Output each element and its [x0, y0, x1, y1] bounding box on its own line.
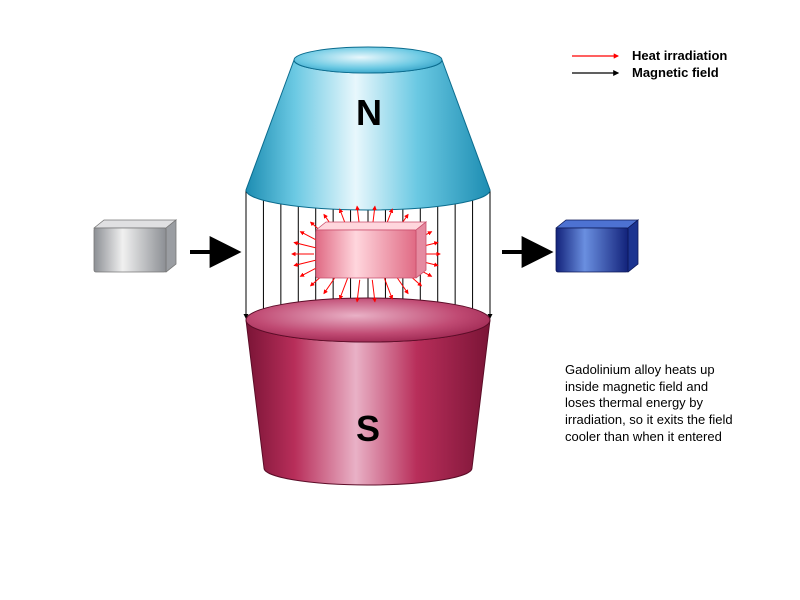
caption-text: Gadolinium alloy heats up inside magneti… — [565, 362, 735, 445]
legend: Heat irradiation Magnetic field — [570, 48, 727, 82]
heat-arrow-icon — [570, 51, 624, 61]
south-magnet — [246, 298, 490, 485]
left-alloy-block — [94, 220, 176, 272]
center-alloy-block — [316, 222, 426, 278]
legend-heat-row: Heat irradiation — [570, 48, 727, 63]
legend-magnetic-row: Magnetic field — [570, 65, 727, 80]
legend-heat-label: Heat irradiation — [632, 48, 727, 63]
right-alloy-block — [556, 220, 638, 272]
legend-magnetic-label: Magnetic field — [632, 65, 719, 80]
north-pole-label: N — [356, 92, 382, 134]
magnetic-arrow-icon — [570, 68, 624, 78]
south-pole-label: S — [356, 408, 380, 450]
diagram-svg — [0, 0, 800, 600]
